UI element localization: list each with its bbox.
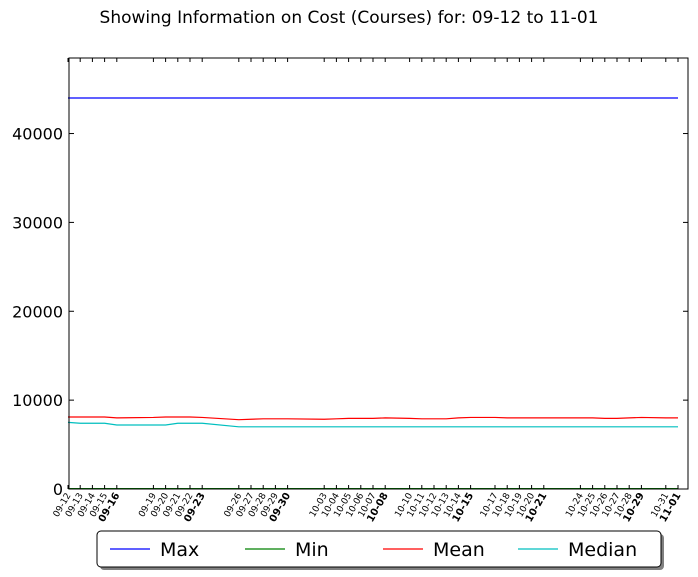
y-tick-label: 30000: [12, 213, 63, 232]
y-tick-label: 10000: [12, 391, 63, 410]
series-line-mean: [68, 416, 678, 421]
legend-box: [96, 530, 662, 568]
y-tick-label: 20000: [12, 302, 63, 321]
chart-title: Showing Information on Cost (Courses) fo…: [99, 8, 599, 28]
y-tick-label: 40000: [12, 125, 63, 144]
series-line-median: [67, 421, 678, 428]
legend-label-max: Max: [160, 539, 199, 561]
y-axis: 0 10000 20000 30000 40000: [12, 125, 688, 499]
legend-label-min: Min: [295, 539, 329, 561]
plot-lines: [67, 97, 678, 490]
legend: Max Min Mean Median: [96, 530, 664, 570]
legend-label-mean: Mean: [433, 539, 485, 561]
y-tick-label: 0: [53, 480, 63, 499]
plot-frame: [68, 57, 689, 490]
legend-label-median: Median: [568, 539, 637, 561]
